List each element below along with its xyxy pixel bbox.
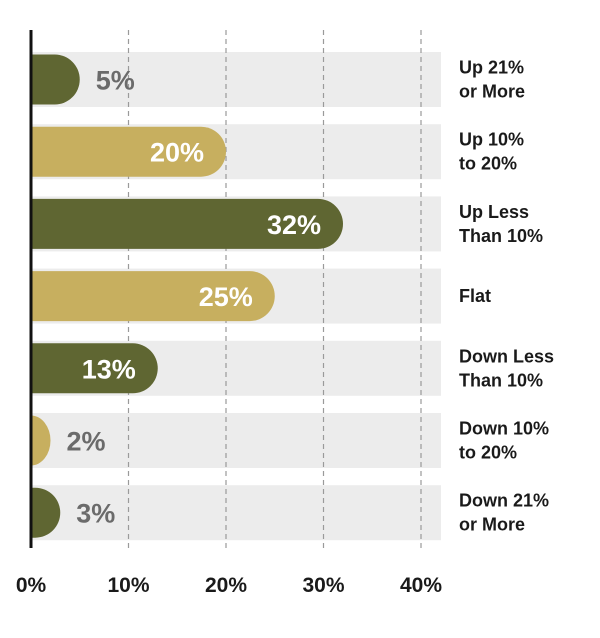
category-label: Down Less Than 10% [459, 346, 554, 390]
x-tick-label: 40% [400, 574, 442, 597]
bar-value-label: 25% [199, 282, 253, 312]
bar-track [31, 413, 441, 468]
bars [31, 54, 343, 538]
category-label: Up 10% to 20% [459, 130, 524, 174]
bar [31, 487, 61, 538]
x-tick-label: 10% [107, 574, 149, 597]
bar [31, 415, 51, 466]
bar [31, 271, 275, 322]
bar [31, 54, 80, 105]
bar-value-labels: 5% 20% 32% 25% 13% 2% 3% [67, 66, 322, 529]
category-label: Up Less Than 10% [459, 202, 543, 246]
bar [31, 126, 226, 177]
bar-value-label: 20% [150, 138, 204, 168]
category-label: Flat [459, 286, 491, 306]
category-labels: Up 21% or More Up 10% to 20% Up Less Than 10%… [459, 58, 554, 535]
bar-value-label: 2% [67, 427, 106, 457]
bar-value-label: 3% [76, 499, 115, 529]
x-tick-label: 20% [205, 574, 247, 597]
x-tick-label: 0% [16, 574, 47, 597]
bar-value-label: 13% [82, 354, 136, 384]
bar-value-label: 5% [96, 66, 135, 96]
category-label: Down 10% to 20% [459, 419, 549, 463]
bar-track [31, 52, 441, 107]
x-axis-tick-labels: 0% 10% 20% 30% 40% [16, 574, 443, 597]
x-tick-label: 30% [302, 574, 344, 597]
bar-value-label: 32% [267, 210, 321, 240]
bar-track [31, 485, 441, 541]
category-label: Up 21% or More [459, 58, 525, 102]
category-label: Down 21% or More [459, 491, 549, 535]
bar [31, 198, 343, 249]
bar [31, 343, 158, 394]
